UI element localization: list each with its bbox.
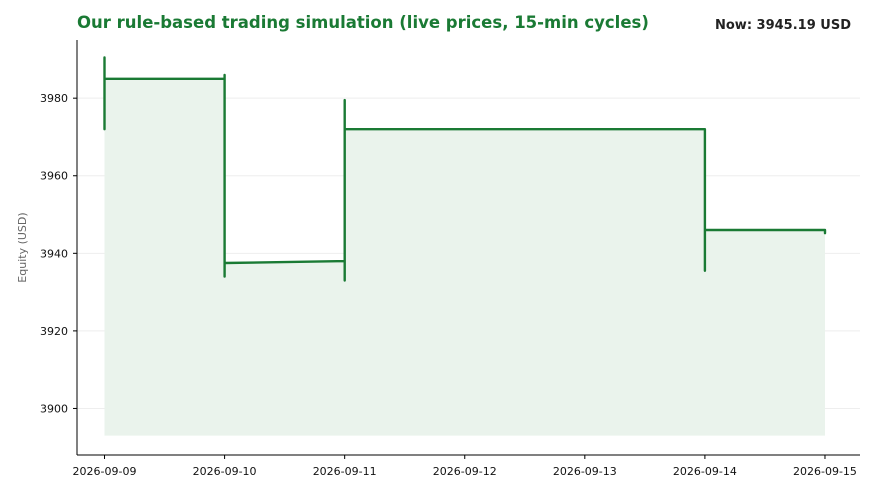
equity-area: [104, 57, 825, 436]
y-tick-label: 3920: [40, 325, 68, 338]
x-tick-label: 2026-09-14: [673, 465, 737, 478]
x-tick-label: 2026-09-12: [433, 465, 497, 478]
x-tick-label: 2026-09-13: [553, 465, 617, 478]
chart-title: Our rule-based trading simulation (live …: [77, 13, 649, 32]
y-tick-label: 3980: [40, 92, 68, 105]
x-axis-ticks: 2026-09-09 2026-09-10 2026-09-11 2026-09-12…: [73, 455, 857, 478]
y-tick-label: 3940: [40, 247, 68, 260]
axes: [76, 40, 860, 456]
x-tick-label: 2026-09-09: [73, 465, 137, 478]
x-tick-label: 2026-09-11: [313, 465, 377, 478]
y-axis-ticks: 3900 3920 3940 3960 3980: [40, 92, 77, 415]
equity-area-layer: [104, 57, 825, 436]
equity-line-layer: [103, 56, 827, 282]
current-equity-readout: Now: 3945.19 USD: [715, 18, 851, 33]
y-axis-label: Equity (USD): [16, 212, 29, 282]
x-tick-label: 2026-09-10: [193, 465, 257, 478]
equity-line: [103, 56, 827, 282]
x-tick-label: 2026-09-15: [793, 465, 857, 478]
y-tick-label: 3900: [40, 402, 68, 415]
y-tick-label: 3960: [40, 170, 68, 183]
